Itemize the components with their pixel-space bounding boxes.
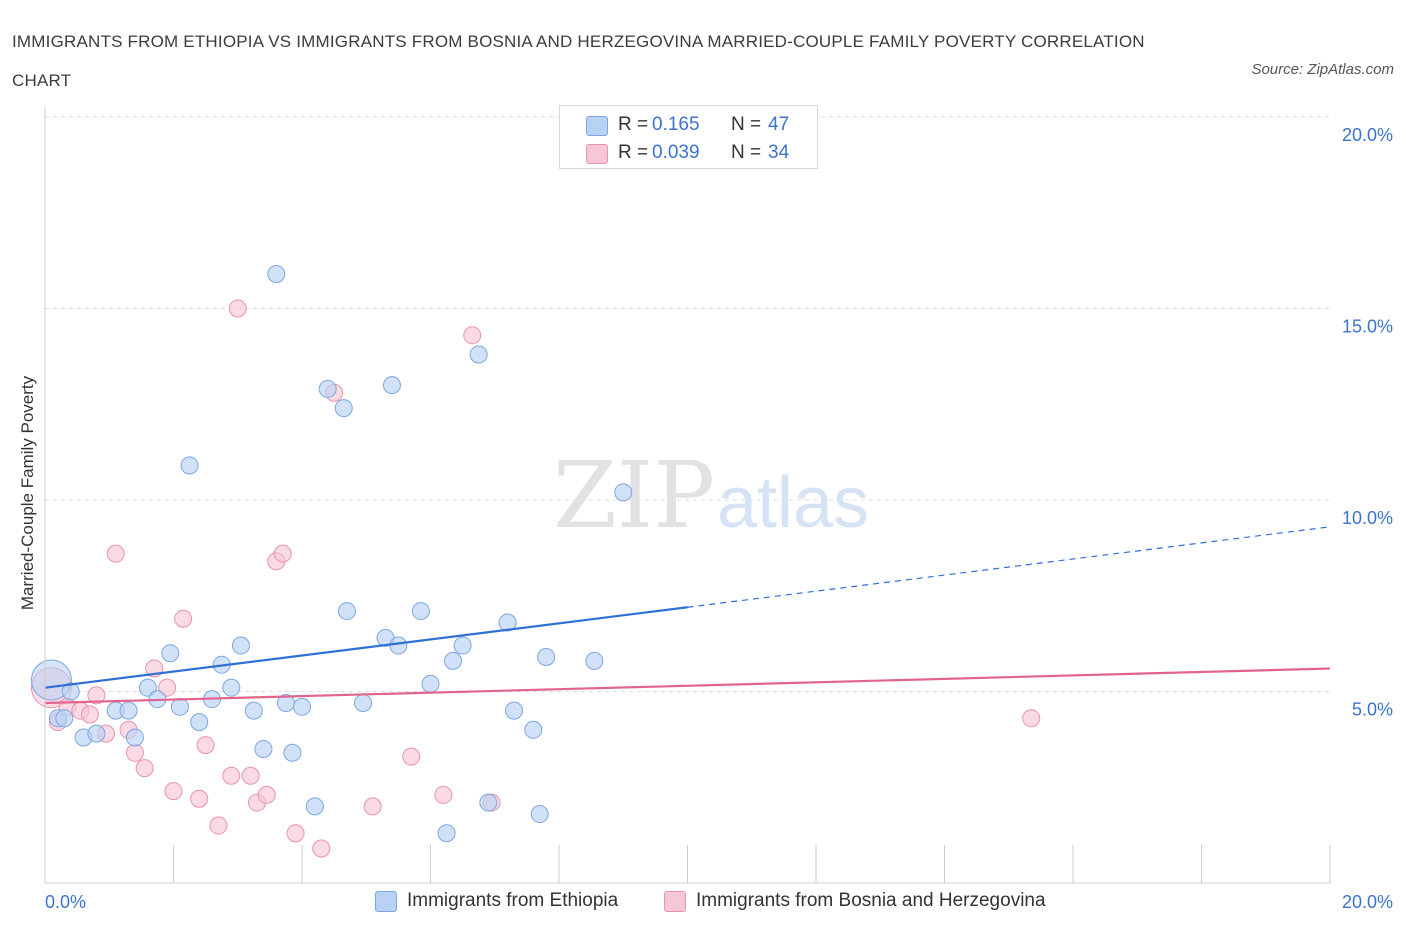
trend-line-ethiopia — [44, 606, 688, 689]
y-tick-label: 20.0% — [1342, 125, 1393, 145]
data-point-ethiopia — [161, 644, 180, 663]
r-label: R = — [618, 142, 649, 163]
y-tick-label: 15.0% — [1342, 317, 1393, 337]
data-point-ethiopia — [498, 613, 517, 632]
data-point-ethiopia — [254, 739, 273, 758]
watermark-zip: ZIP — [553, 442, 715, 549]
trend-line-extension-ethiopia — [687, 526, 1331, 608]
data-point-bosnia — [164, 782, 183, 801]
n-label: N = — [731, 142, 762, 163]
r-value: 0.039 — [652, 142, 700, 163]
data-point-ethiopia — [293, 697, 311, 716]
data-point-ethiopia — [55, 709, 74, 728]
data-point-bosnia — [312, 839, 331, 858]
data-point-bosnia — [273, 544, 292, 563]
n-value: 34 — [768, 142, 790, 163]
data-point-ethiopia — [190, 713, 209, 732]
data-point-bosnia — [106, 544, 125, 563]
data-point-ethiopia — [267, 265, 286, 284]
data-point-ethiopia — [61, 682, 80, 701]
data-point-ethiopia — [222, 678, 241, 697]
data-point-bosnia — [209, 816, 228, 835]
data-point-ethiopia — [180, 456, 199, 475]
r-value: 0.165 — [652, 114, 700, 135]
watermark: ZIP atlas — [553, 442, 869, 549]
legend-swatch-ethiopia — [375, 891, 397, 912]
data-point-ethiopia — [119, 701, 138, 720]
data-point-ethiopia — [305, 797, 324, 816]
data-point-bosnia — [125, 743, 144, 762]
legend-label-ethiopia: Immigrants from Ethiopia — [407, 890, 619, 911]
data-point-bosnia — [222, 766, 241, 785]
trend-line-bosnia — [44, 667, 1331, 705]
data-point-ethiopia — [585, 651, 604, 670]
legend-swatch-bosnia — [664, 891, 686, 912]
data-point-ethiopia — [505, 701, 524, 720]
data-point-ethiopia — [87, 724, 106, 743]
data-point-bosnia — [434, 785, 453, 804]
data-point-ethiopia — [524, 720, 543, 739]
data-point-ethiopia — [479, 793, 498, 812]
data-point-bosnia — [1022, 709, 1041, 728]
watermark-atlas: atlas — [717, 463, 869, 543]
data-point-ethiopia — [283, 743, 302, 762]
axes: 5.0% 10.0% 15.0% 20.0% 0.0% 20.0% — [44, 107, 1393, 912]
data-point-ethiopia — [382, 376, 401, 395]
data-point-ethiopia — [244, 701, 263, 720]
data-point-ethiopia — [421, 674, 440, 693]
data-point-ethiopia — [537, 648, 556, 667]
x-tick-label: 0.0% — [45, 892, 86, 912]
data-point-bosnia — [87, 686, 106, 705]
data-point-bosnia — [80, 705, 99, 724]
trend-lines — [44, 526, 1331, 705]
source-credit: Source: ZipAtlas.com — [1251, 61, 1394, 78]
data-point-ethiopia — [437, 824, 456, 843]
data-point-ethiopia — [231, 636, 250, 655]
y-tick-label: 5.0% — [1352, 700, 1393, 720]
chart-title: IMMIGRANTS FROM ETHIOPIA VS IMMIGRANTS F… — [12, 32, 1145, 90]
y-tick-label: 10.0% — [1342, 508, 1393, 528]
data-point-bosnia — [286, 824, 305, 843]
data-point-ethiopia — [469, 345, 488, 364]
data-point-ethiopia — [30, 659, 72, 701]
legend-swatch-ethiopia — [586, 116, 608, 136]
n-label: N = — [731, 114, 762, 135]
data-point-bosnia — [196, 736, 215, 755]
data-point-ethiopia — [389, 636, 408, 655]
data-point-bosnia — [241, 766, 260, 785]
data-point-bosnia — [174, 609, 193, 628]
data-points — [30, 265, 1041, 858]
correlation-legend: R = 0.165 N = 47 R = 0.039 N = 34 — [559, 105, 818, 169]
data-point-ethiopia — [443, 651, 462, 670]
data-point-bosnia — [257, 785, 276, 804]
r-label: R = — [618, 114, 649, 135]
data-point-ethiopia — [530, 805, 549, 824]
data-point-bosnia — [402, 747, 421, 766]
legend-swatch-bosnia — [586, 144, 608, 164]
data-point-ethiopia — [170, 697, 189, 716]
data-point-ethiopia — [453, 636, 472, 655]
grid — [45, 116, 1330, 692]
data-point-ethiopia — [337, 602, 356, 621]
data-point-ethiopia — [354, 693, 373, 712]
data-point-ethiopia — [138, 678, 157, 697]
data-point-bosnia — [463, 326, 482, 345]
data-point-bosnia — [228, 299, 247, 318]
data-point-ethiopia — [614, 483, 633, 502]
n-value: 47 — [768, 114, 790, 135]
data-point-bosnia — [190, 789, 209, 808]
x-tick-label: 20.0% — [1342, 892, 1393, 912]
data-point-ethiopia — [125, 728, 144, 747]
data-point-bosnia — [135, 759, 154, 778]
data-point-ethiopia — [334, 399, 353, 418]
data-point-bosnia — [158, 678, 177, 697]
data-point-ethiopia — [411, 602, 430, 621]
data-point-bosnia — [363, 797, 382, 816]
data-point-ethiopia — [318, 379, 337, 398]
legend-label-bosnia: Immigrants from Bosnia and Herzegovina — [696, 890, 1046, 911]
